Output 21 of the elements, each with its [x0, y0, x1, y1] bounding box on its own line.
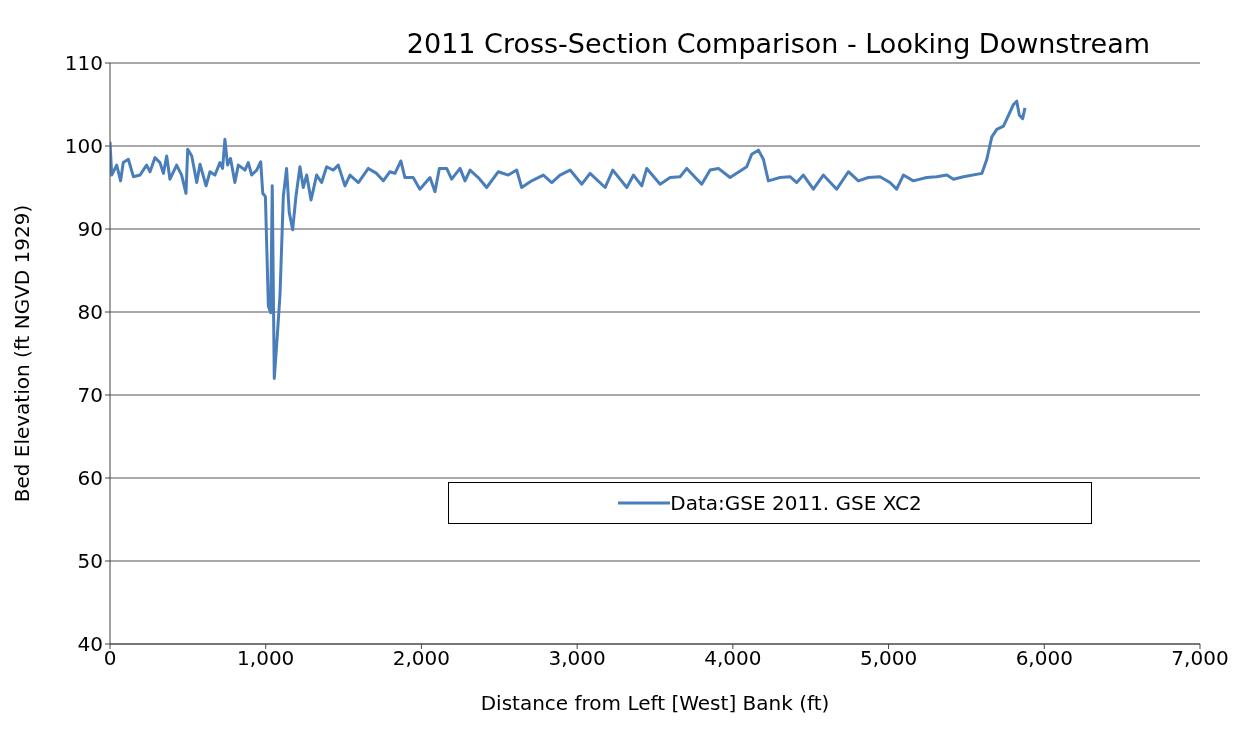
- y-tick-label: 90: [77, 217, 103, 242]
- y-tick-label: 60: [77, 466, 103, 491]
- x-tick-label: 2,000: [392, 646, 451, 671]
- x-tick-label: 0: [103, 646, 117, 671]
- x-axis-title: Distance from Left [West] Bank (ft): [480, 691, 830, 715]
- x-tick-label: 6,000: [1015, 646, 1073, 671]
- x-tick-label: 4,000: [704, 646, 762, 671]
- x-tick-label: 7,000: [1171, 646, 1229, 671]
- y-tick-label: 70: [77, 383, 103, 408]
- x-tick-label: 1,000: [237, 646, 295, 671]
- y-tick-label: 100: [64, 134, 103, 159]
- chart-title: 2011 Cross-Section Comparison - Looking Downstream: [406, 28, 1150, 59]
- y-tick-label: 50: [77, 549, 103, 574]
- y-tick-label: 110: [64, 51, 103, 76]
- y-tick-label: 80: [77, 300, 103, 325]
- y-axis-title: Bed Elevation (ft NGVD 1929): [10, 204, 35, 503]
- x-tick-label: 3,000: [548, 646, 606, 671]
- legend-label: Data:GSE 2011. GSE XC2: [670, 491, 922, 515]
- y-tick-label: 40: [77, 632, 103, 657]
- line-series: [110, 99, 1027, 380]
- x-tick-label: 5,000: [859, 646, 918, 671]
